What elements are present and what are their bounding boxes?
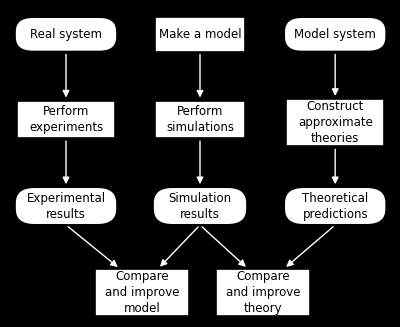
FancyBboxPatch shape (15, 187, 117, 225)
Text: Experimental
results: Experimental results (26, 192, 106, 220)
FancyBboxPatch shape (17, 101, 115, 138)
Text: Perform
simulations: Perform simulations (166, 105, 234, 134)
Text: Construct
approximate
theories: Construct approximate theories (298, 100, 373, 145)
Text: Perform
experiments: Perform experiments (29, 105, 103, 134)
FancyBboxPatch shape (95, 269, 189, 317)
Text: Real system: Real system (30, 28, 102, 41)
FancyBboxPatch shape (153, 187, 247, 225)
FancyBboxPatch shape (284, 17, 386, 51)
Text: Compare
and improve
model: Compare and improve model (105, 270, 179, 315)
Text: Simulation
results: Simulation results (168, 192, 232, 220)
Text: Theoretical
predictions: Theoretical predictions (302, 192, 368, 220)
FancyBboxPatch shape (155, 17, 245, 51)
FancyBboxPatch shape (155, 101, 245, 138)
Text: Make a model: Make a model (159, 28, 241, 41)
FancyBboxPatch shape (216, 269, 310, 317)
FancyBboxPatch shape (286, 99, 384, 146)
Text: Model system: Model system (294, 28, 376, 41)
Text: Compare
and improve
theory: Compare and improve theory (226, 270, 300, 315)
FancyBboxPatch shape (284, 187, 386, 225)
FancyBboxPatch shape (15, 17, 117, 51)
